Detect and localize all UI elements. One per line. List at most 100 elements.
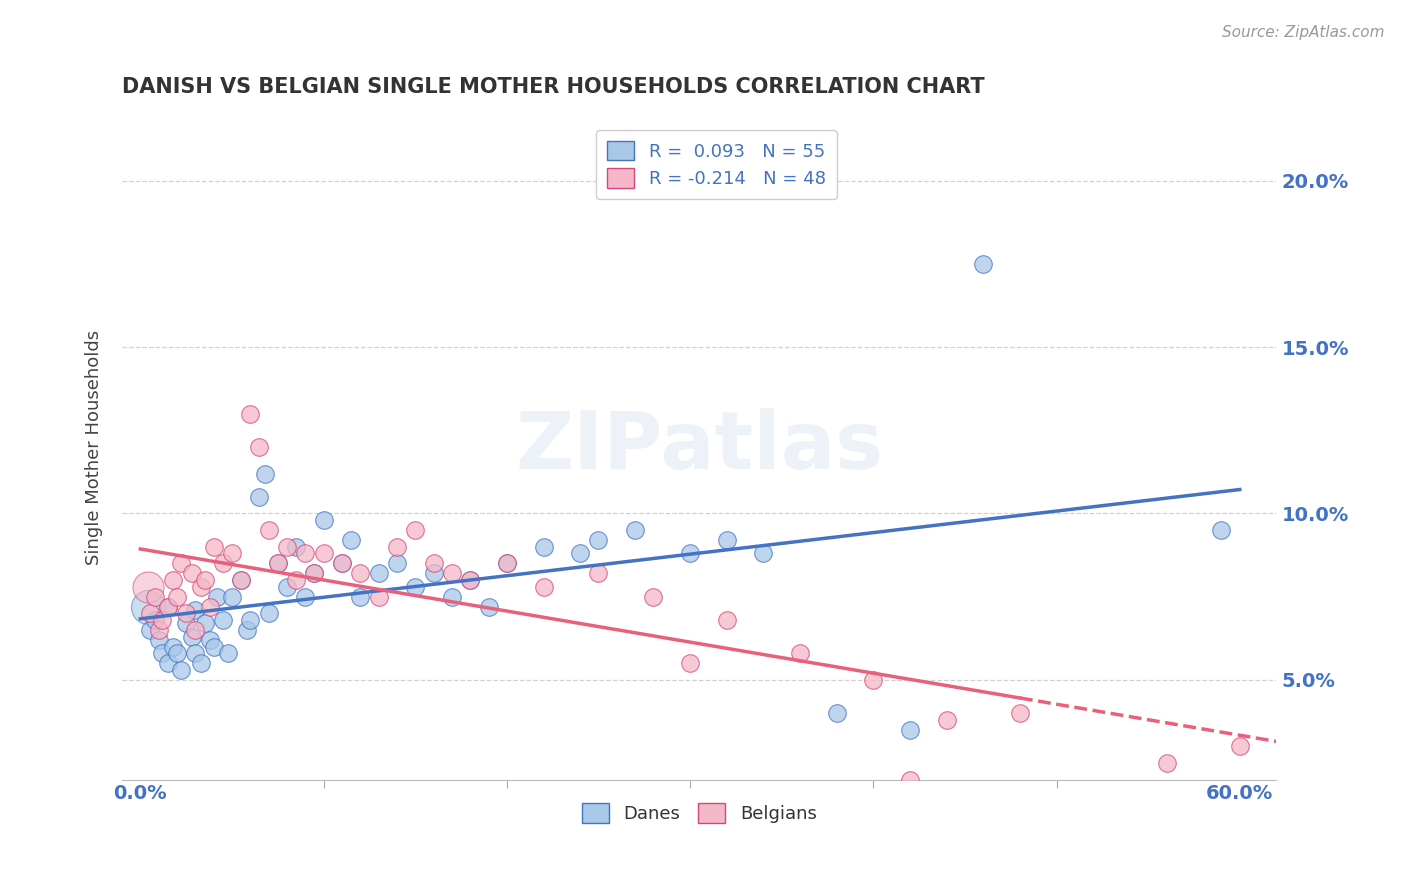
Point	[458, 573, 481, 587]
Point	[231, 573, 253, 587]
Point	[898, 723, 921, 737]
Point	[162, 640, 184, 654]
Point	[588, 566, 610, 581]
Point	[174, 616, 197, 631]
Point	[211, 613, 233, 627]
Point	[495, 557, 517, 571]
Point	[162, 573, 184, 587]
Point	[330, 557, 353, 571]
Point	[148, 623, 170, 637]
Point	[143, 590, 166, 604]
Y-axis label: Single Mother Households: Single Mother Households	[86, 329, 103, 565]
Point	[294, 590, 316, 604]
Point	[267, 557, 290, 571]
Point	[276, 540, 298, 554]
Legend: Danes, Belgians: Danes, Belgians	[575, 797, 824, 830]
Point	[752, 546, 775, 560]
Point	[184, 646, 207, 660]
Point	[136, 580, 159, 594]
Point	[221, 546, 243, 560]
Point	[624, 523, 647, 537]
Point	[440, 566, 463, 581]
Point	[404, 523, 426, 537]
Point	[156, 599, 179, 614]
Point	[267, 557, 290, 571]
Text: ZIPatlas: ZIPatlas	[515, 408, 883, 486]
Point	[217, 646, 239, 660]
Point	[340, 533, 363, 547]
Point	[330, 557, 353, 571]
Point	[166, 646, 188, 660]
Point	[588, 533, 610, 547]
Point	[533, 580, 555, 594]
Point	[253, 467, 276, 481]
Point	[257, 523, 280, 537]
Point	[207, 590, 229, 604]
Point	[184, 623, 207, 637]
Point	[716, 533, 738, 547]
Point	[138, 623, 160, 637]
Point	[166, 590, 188, 604]
Point	[276, 580, 298, 594]
Point	[136, 599, 159, 614]
Point	[789, 646, 811, 660]
Point	[1229, 739, 1251, 754]
Point	[148, 632, 170, 647]
Point	[349, 566, 371, 581]
Point	[180, 566, 202, 581]
Point	[150, 646, 173, 660]
Point	[312, 546, 335, 560]
Point	[285, 573, 308, 587]
Point	[422, 557, 444, 571]
Point	[190, 580, 212, 594]
Point	[825, 706, 848, 720]
Point	[477, 599, 499, 614]
Point	[294, 546, 316, 560]
Point	[385, 540, 408, 554]
Point	[235, 623, 257, 637]
Point	[404, 580, 426, 594]
Point	[221, 590, 243, 604]
Text: DANISH VS BELGIAN SINGLE MOTHER HOUSEHOLDS CORRELATION CHART: DANISH VS BELGIAN SINGLE MOTHER HOUSEHOL…	[122, 78, 984, 97]
Point	[156, 599, 179, 614]
Point	[367, 590, 389, 604]
Point	[495, 557, 517, 571]
Point	[193, 573, 215, 587]
Point	[716, 613, 738, 627]
Point	[198, 632, 221, 647]
Point	[174, 607, 197, 621]
Text: Source: ZipAtlas.com: Source: ZipAtlas.com	[1222, 25, 1385, 40]
Point	[898, 772, 921, 787]
Point	[170, 663, 193, 677]
Point	[143, 613, 166, 627]
Point	[285, 540, 308, 554]
Point	[202, 640, 225, 654]
Point	[312, 513, 335, 527]
Point	[190, 656, 212, 670]
Point	[1211, 523, 1233, 537]
Point	[385, 557, 408, 571]
Point	[138, 607, 160, 621]
Point	[972, 257, 994, 271]
Point	[458, 573, 481, 587]
Point	[533, 540, 555, 554]
Point	[422, 566, 444, 581]
Point	[249, 440, 271, 454]
Point	[349, 590, 371, 604]
Point	[304, 566, 326, 581]
Point	[193, 616, 215, 631]
Point	[170, 557, 193, 571]
Point	[643, 590, 665, 604]
Point	[239, 407, 262, 421]
Point	[156, 656, 179, 670]
Point	[569, 546, 592, 560]
Point	[440, 590, 463, 604]
Point	[679, 656, 702, 670]
Point	[150, 613, 173, 627]
Point	[367, 566, 389, 581]
Point	[935, 713, 957, 727]
Point	[249, 490, 271, 504]
Point	[1008, 706, 1031, 720]
Point	[202, 540, 225, 554]
Point	[679, 546, 702, 560]
